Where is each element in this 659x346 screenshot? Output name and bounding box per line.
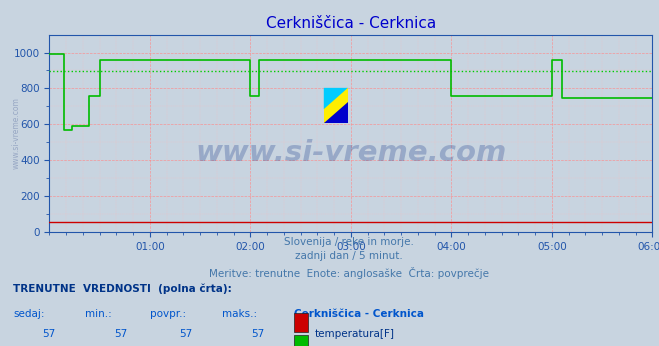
Text: maks.:: maks.: <box>222 309 257 319</box>
Polygon shape <box>324 88 348 109</box>
Text: temperatura[F]: temperatura[F] <box>314 329 395 339</box>
Text: povpr.:: povpr.: <box>150 309 186 319</box>
Text: 57: 57 <box>42 329 55 339</box>
Text: www.si-vreme.com: www.si-vreme.com <box>195 139 507 167</box>
Text: Slovenija / reke in morje.
zadnji dan / 5 minut.
Meritve: trenutne  Enote: anglo: Slovenija / reke in morje. zadnji dan / … <box>210 237 489 279</box>
Bar <box>294 335 308 346</box>
Text: 57: 57 <box>114 329 127 339</box>
Text: www.si-vreme.com: www.si-vreme.com <box>12 97 21 169</box>
Text: sedaj:: sedaj: <box>13 309 45 319</box>
Polygon shape <box>324 88 348 124</box>
Text: 57: 57 <box>179 329 192 339</box>
Title: Cerkniščica - Cerknica: Cerkniščica - Cerknica <box>266 16 436 31</box>
Text: Cerkniščica - Cerknica: Cerkniščica - Cerknica <box>294 309 424 319</box>
Bar <box>294 313 308 332</box>
Text: 57: 57 <box>251 329 264 339</box>
Text: TRENUTNE  VREDNOSTI  (polna črta):: TRENUTNE VREDNOSTI (polna črta): <box>13 284 232 294</box>
Polygon shape <box>324 102 348 124</box>
Text: min.:: min.: <box>85 309 111 319</box>
